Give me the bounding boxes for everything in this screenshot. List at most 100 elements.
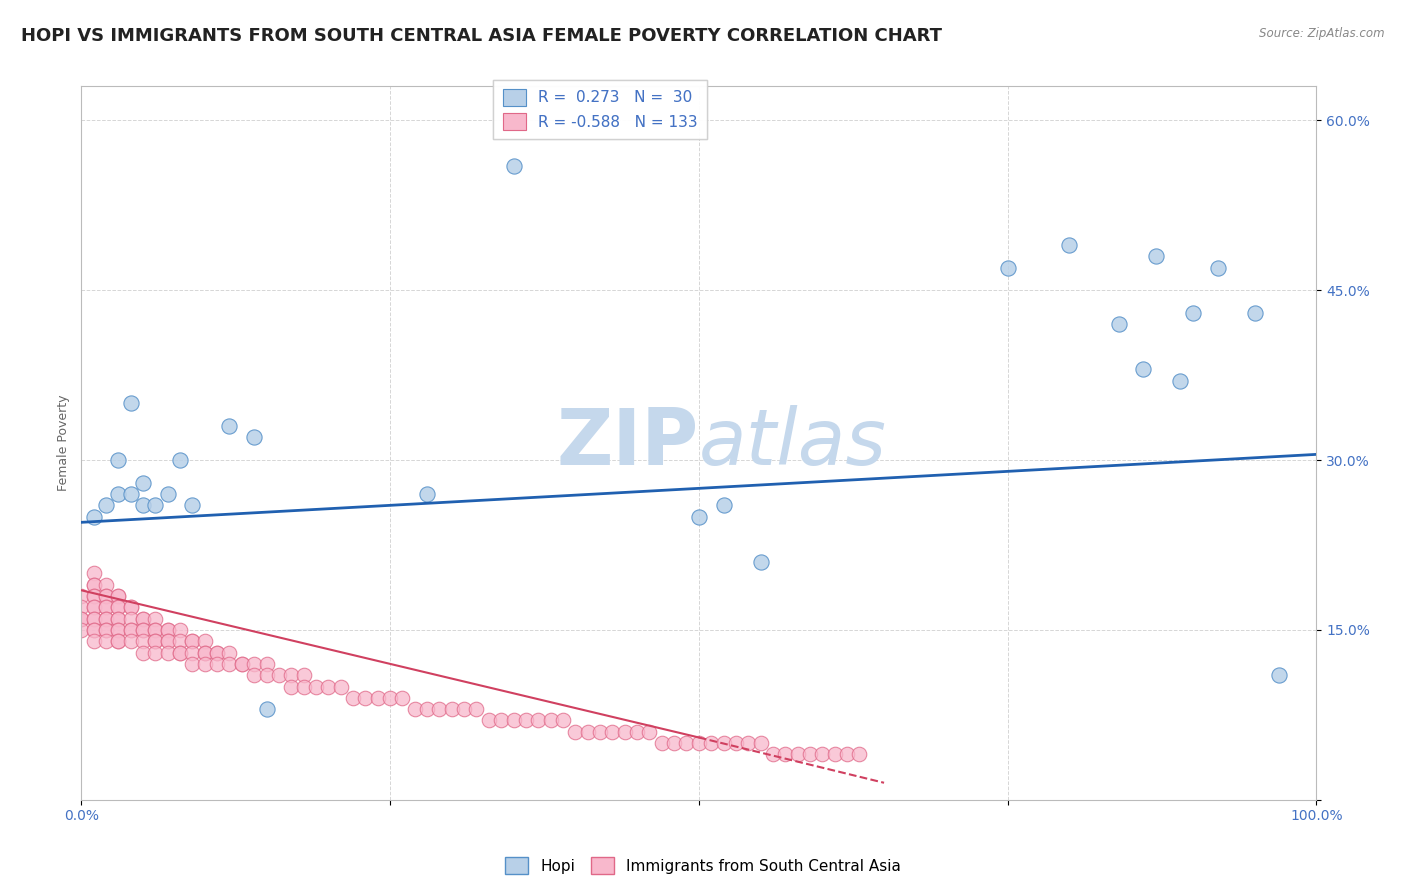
Point [156, 646, 179, 660]
Point [70, 600, 93, 615]
Point [267, 668, 290, 682]
Point [799, 747, 821, 762]
Point [749, 555, 772, 569]
Point [94, 589, 117, 603]
Point [83, 611, 105, 625]
Point [713, 736, 735, 750]
Point [94, 634, 117, 648]
Point [107, 611, 129, 625]
Point [638, 724, 661, 739]
Point [120, 600, 142, 615]
Point [107, 589, 129, 603]
Point [83, 611, 105, 625]
Text: HOPI VS IMMIGRANTS FROM SOUTH CENTRAL ASIA FEMALE POVERTY CORRELATION CHART: HOPI VS IMMIGRANTS FROM SOUTH CENTRAL AS… [21, 27, 942, 45]
Point [194, 634, 217, 648]
Point [156, 623, 179, 637]
Point [83, 634, 105, 648]
Point [107, 623, 129, 637]
Point [70, 611, 93, 625]
Point [107, 600, 129, 615]
Point [120, 611, 142, 625]
Point [243, 430, 266, 444]
Point [280, 668, 302, 682]
Point [169, 453, 191, 467]
Point [256, 668, 278, 682]
Point [1144, 249, 1167, 263]
Point [749, 736, 772, 750]
Point [83, 600, 105, 615]
Point [1059, 238, 1081, 252]
Point [651, 736, 673, 750]
Text: Source: ZipAtlas.com: Source: ZipAtlas.com [1260, 27, 1385, 40]
Point [205, 646, 228, 660]
Point [70, 623, 93, 637]
Point [367, 690, 389, 705]
Point [502, 159, 524, 173]
Point [83, 566, 105, 581]
Point [132, 475, 155, 490]
Point [194, 646, 217, 660]
Point [181, 657, 204, 671]
Point [94, 611, 117, 625]
Point [194, 646, 217, 660]
Point [218, 646, 240, 660]
Point [256, 702, 278, 716]
Point [478, 714, 501, 728]
Point [156, 634, 179, 648]
Point [120, 396, 142, 410]
Point [120, 634, 142, 648]
Point [354, 690, 377, 705]
Point [231, 657, 253, 671]
Point [231, 657, 253, 671]
Point [94, 600, 117, 615]
Point [181, 646, 204, 660]
Point [107, 634, 129, 648]
Point [1181, 306, 1204, 320]
Point [416, 702, 439, 716]
Point [786, 747, 808, 762]
Point [156, 487, 179, 501]
Point [107, 487, 129, 501]
Point [824, 747, 846, 762]
Point [316, 680, 339, 694]
Point [107, 589, 129, 603]
Point [132, 634, 155, 648]
Point [132, 611, 155, 625]
Point [132, 611, 155, 625]
Point [515, 714, 537, 728]
Point [107, 623, 129, 637]
Point [256, 657, 278, 671]
Point [83, 600, 105, 615]
Point [120, 623, 142, 637]
Point [145, 611, 167, 625]
Point [132, 499, 155, 513]
Point [107, 453, 129, 467]
Point [194, 657, 217, 671]
Point [83, 623, 105, 637]
Point [551, 714, 574, 728]
Point [169, 646, 191, 660]
Point [94, 499, 117, 513]
Point [489, 714, 512, 728]
Point [700, 736, 723, 750]
Point [440, 702, 463, 716]
Point [94, 589, 117, 603]
Point [83, 589, 105, 603]
Y-axis label: Female Poverty: Female Poverty [58, 395, 70, 491]
Point [675, 736, 697, 750]
Point [94, 577, 117, 591]
Point [724, 736, 747, 750]
Point [132, 646, 155, 660]
Point [169, 634, 191, 648]
Point [662, 736, 685, 750]
Point [292, 680, 315, 694]
Point [243, 668, 266, 682]
Point [997, 260, 1019, 275]
Point [83, 577, 105, 591]
Point [527, 714, 550, 728]
Point [688, 509, 710, 524]
Point [1268, 668, 1291, 682]
Point [181, 634, 204, 648]
Point [145, 646, 167, 660]
Point [94, 623, 117, 637]
